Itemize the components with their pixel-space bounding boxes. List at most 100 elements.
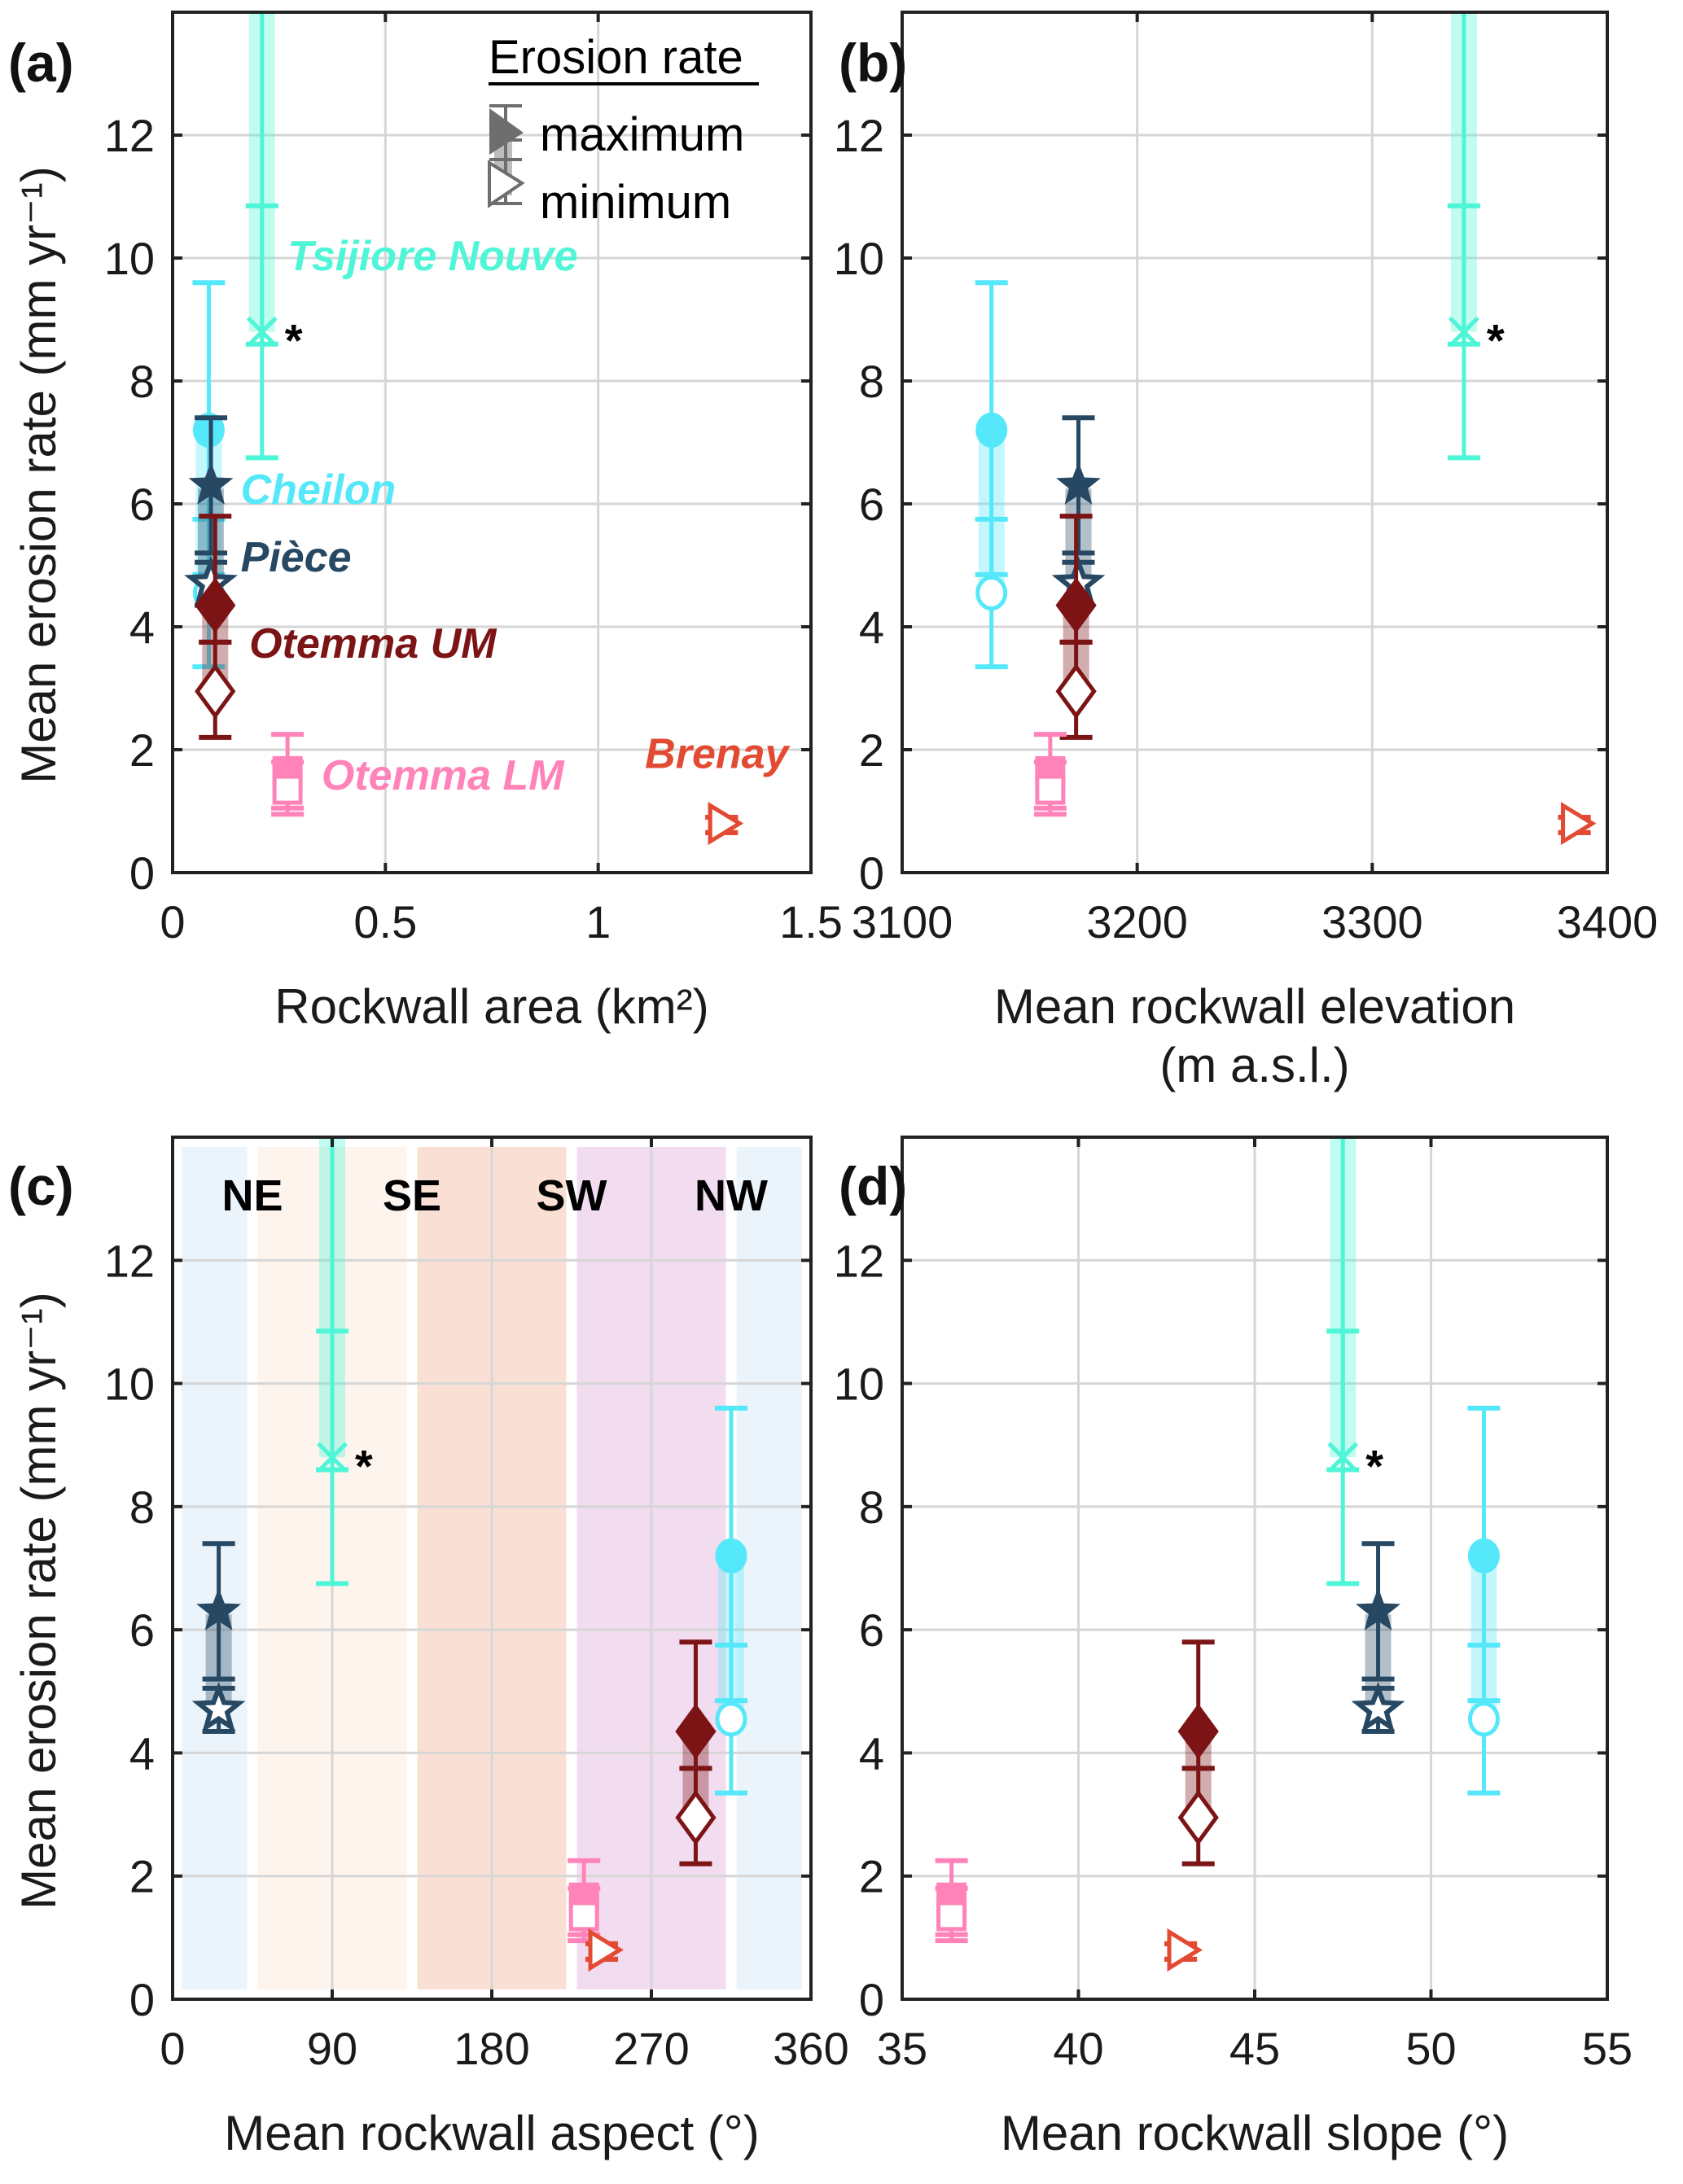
site-pi-ce — [1351, 1541, 1405, 1734]
marker-min — [272, 774, 303, 805]
y-tick-label: 0 — [859, 847, 884, 899]
legend-marker-open — [488, 160, 525, 208]
panel-d: * 0 2 4 6 8 10 12 35 40 45 50 55 Mean rockwall slope … — [834, 1136, 1633, 2160]
x-tick-label: 360 — [773, 2023, 848, 2074]
panel-a: * Tsijiore Nouve Cheilon Pièce Otemma UM Otem… — [8, 11, 843, 1034]
site-tsijiore-nouve: * — [245, 12, 303, 461]
x-tick-label: 180 — [454, 2023, 529, 2074]
marker-min — [195, 663, 236, 720]
axes-frame — [901, 11, 1609, 874]
marker-min — [317, 1442, 348, 1473]
x-tick-label: 3400 — [1557, 896, 1659, 948]
aspect-direction-label: NE — [221, 1171, 283, 1220]
legend-title: Erosion rate — [489, 31, 743, 84]
y-tick-label: 0 — [129, 1974, 155, 2025]
x-axis-label: Mean rockwall elevation — [994, 979, 1515, 1034]
x-axis-label: Rockwall area (km²) — [274, 979, 708, 1034]
marker-min — [715, 1701, 747, 1737]
x-tick-label: 55 — [1582, 2023, 1633, 2074]
site-label: Pièce — [241, 534, 352, 581]
y-tick-label: 8 — [129, 356, 155, 407]
data-layer: * — [975, 12, 1597, 846]
site-label: Brenay — [645, 731, 791, 778]
site-label: Tsijiore Nouve — [287, 233, 577, 280]
legend: Erosion rate maximum minimum — [488, 31, 759, 229]
site-otemma-lm — [568, 1858, 601, 1944]
marker-max — [715, 1538, 747, 1573]
marker-min — [1561, 802, 1597, 846]
x-axis-label-line2: (m a.s.l.) — [1159, 1038, 1349, 1092]
site-otemma-lm — [1033, 732, 1067, 817]
y-tick-label: 4 — [859, 1727, 884, 1779]
marker-max — [1356, 1587, 1401, 1630]
x-tick-label: 40 — [1053, 2023, 1103, 2074]
site-pi-ce — [1051, 415, 1106, 608]
site-otemma-um — [1055, 514, 1097, 740]
panel-b: * 0 2 4 6 8 10 12 3100 3200 3300 3400 Mean rockwall … — [834, 11, 1659, 1092]
y-tick-label: 12 — [834, 110, 884, 161]
x-tick-label: 270 — [613, 2023, 689, 2074]
y-tick-label: 8 — [859, 356, 884, 407]
marker-min — [588, 1928, 624, 1972]
site-tsijiore-nouve: * — [316, 1137, 373, 1587]
x-tick-label: 3100 — [852, 896, 953, 948]
panel-label: (b) — [839, 33, 907, 93]
marker-min — [1351, 1681, 1405, 1733]
y-tick-label: 12 — [104, 110, 155, 161]
marker-min — [675, 1789, 717, 1846]
x-tick-label: 1.5 — [779, 896, 843, 948]
y-tick-label: 6 — [859, 479, 884, 530]
panel-label: (d) — [839, 1156, 907, 1216]
marker-min — [1327, 1442, 1359, 1473]
marker-max — [975, 412, 1008, 448]
x-axis-label: Mean rockwall slope (°) — [1001, 2106, 1509, 2160]
panel-label: (c) — [8, 1156, 74, 1216]
marker-max — [196, 1587, 241, 1630]
site-brenay — [1558, 802, 1597, 846]
site-cheilon — [1467, 1405, 1501, 1796]
y-axis-label: Mean erosion rate (mm yr⁻¹) — [11, 1292, 66, 1910]
marker-min — [1449, 316, 1479, 348]
marker-min — [191, 1681, 246, 1733]
marker-max — [192, 412, 225, 448]
y-tick-label: 0 — [859, 1974, 884, 2025]
y-tick-label: 6 — [129, 1604, 155, 1656]
marker-max — [1467, 1538, 1500, 1573]
data-layer: * — [184, 12, 744, 846]
marker-max — [1056, 462, 1101, 505]
x-axis-label: Mean rockwall aspect (°) — [224, 2106, 760, 2160]
site-otemma-um — [195, 514, 236, 740]
site-otemma-lm — [935, 1858, 968, 1944]
x-tick-label: 90 — [307, 2023, 357, 2074]
y-tick-label: 10 — [834, 1359, 884, 1410]
marker-max — [188, 462, 234, 505]
significance-asterisk: * — [1487, 315, 1505, 366]
site-tsijiore-nouve: * — [1447, 12, 1505, 461]
y-tick-label: 12 — [834, 1235, 884, 1286]
y-tick-label: 4 — [129, 602, 155, 653]
marker-max — [195, 577, 236, 633]
panel-c: NE SE SW NW * 0 2 4 6 8 10 12 0 90 180 270 360 Mean rockw… — [8, 1136, 849, 2160]
significance-asterisk: * — [1365, 1440, 1383, 1491]
legend-label-minimum: minimum — [540, 176, 731, 229]
y-tick-label: 8 — [859, 1482, 884, 1533]
site-tsijiore-nouve: * — [1326, 1137, 1383, 1587]
legend-marker-filled — [489, 108, 524, 155]
aspect-band — [181, 1147, 248, 1989]
site-otemma-um — [1177, 1639, 1219, 1867]
site-brenay — [705, 802, 744, 846]
y-tick-label: 12 — [104, 1235, 155, 1286]
aspect-direction-label: NW — [695, 1171, 768, 1220]
x-tick-label: 50 — [1405, 2023, 1456, 2074]
aspect-direction-label: SE — [383, 1171, 441, 1220]
marker-max — [1177, 1703, 1219, 1760]
significance-asterisk: * — [285, 315, 303, 366]
data-layer: * — [935, 1137, 1501, 1972]
y-tick-label: 0 — [129, 847, 155, 899]
x-tick-label: 1 — [585, 896, 611, 948]
y-axis-label: Mean erosion rate (mm yr⁻¹) — [11, 166, 66, 784]
site-label: Cheilon — [241, 466, 397, 514]
x-tick-label: 0.5 — [353, 896, 417, 948]
marker-min — [1035, 774, 1066, 805]
site-cheilon — [192, 280, 226, 670]
